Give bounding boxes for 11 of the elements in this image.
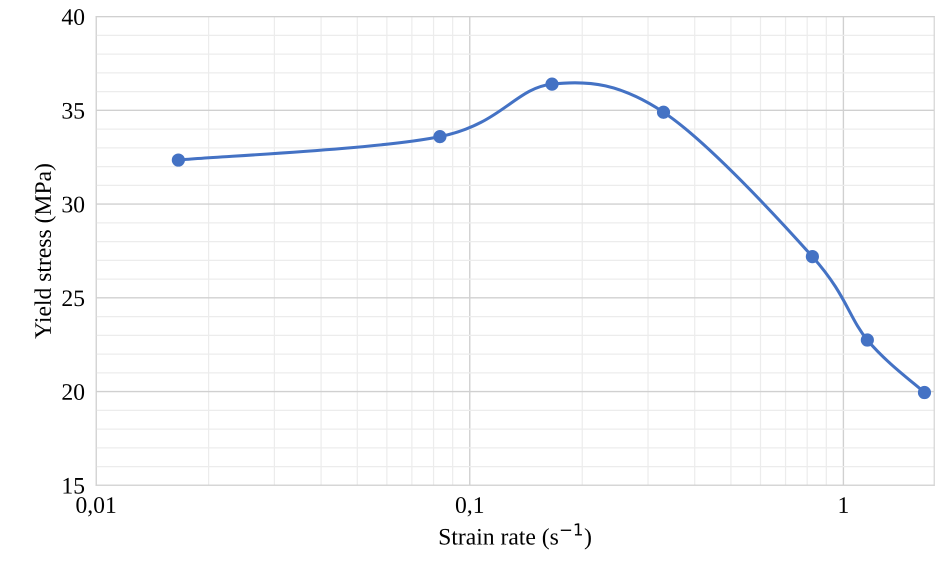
x-tick-label: 0,01 [76, 497, 116, 516]
x-tick-label: 1 [840, 497, 848, 513]
y-tick-label: 40 [62, 9, 84, 26]
y-tick-label: 35 [62, 102, 84, 119]
y-tick-label: 15 [63, 478, 84, 494]
y-axis-title: Yield stress (MPa) [34, 164, 56, 339]
x-tick-label: 0,1 [456, 497, 484, 516]
y-tick-label: 30 [62, 196, 84, 213]
x-axis-title: Strain rate (s$^{−1}$) [440, 523, 591, 550]
y-tick-label: 25 [62, 290, 84, 306]
y-tick-label: 20 [62, 384, 84, 400]
